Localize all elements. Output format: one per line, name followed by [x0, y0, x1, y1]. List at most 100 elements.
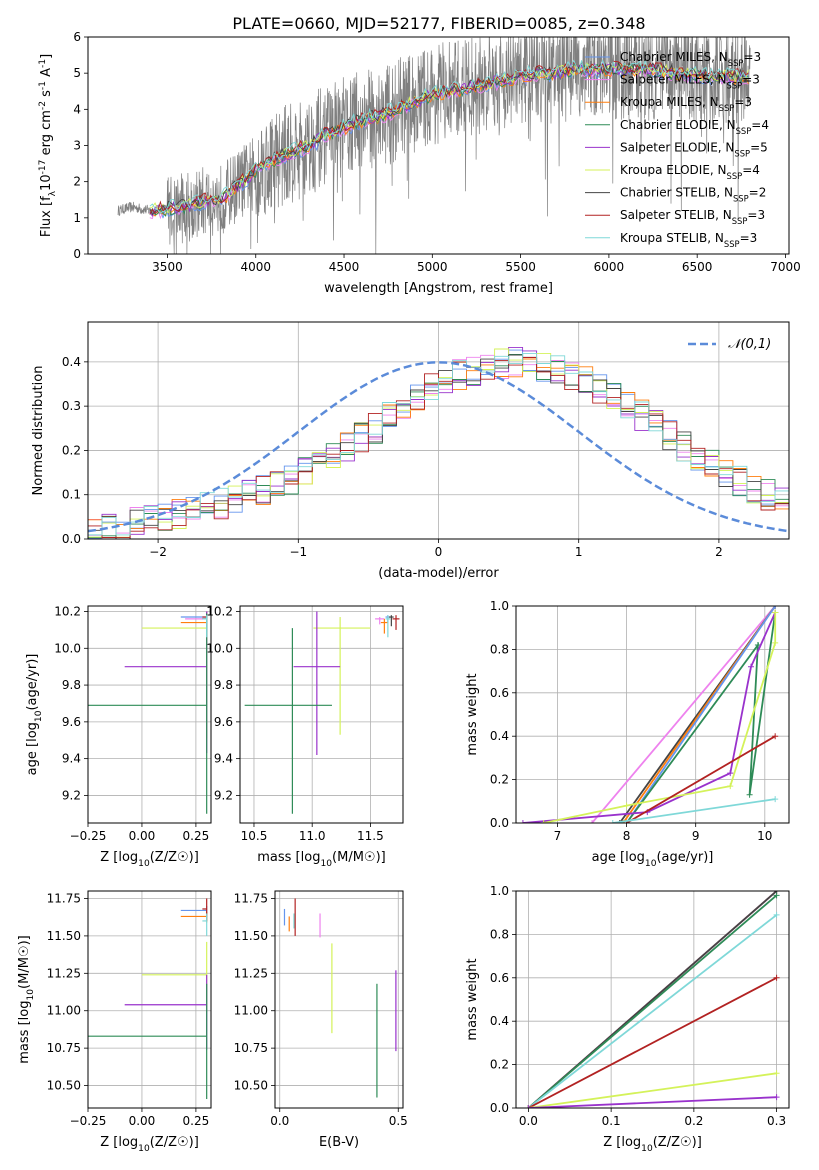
mass_vs_Z-panel: −0.25 0.00 0.25 10.50 10.75 11.00 11.25 11.50 11… [17, 890, 212, 1154]
massweight_vs_age-xtick-label: 7 [554, 829, 562, 843]
residuals-xlabel: (data-model)/error [378, 566, 499, 581]
massweight_vs_Z-point [773, 1070, 780, 1077]
massweight_vs_Z-point [773, 892, 780, 899]
mass_vs_Z-plot-area [88, 898, 208, 1100]
spectrum-ytick-label: 6 [73, 30, 81, 44]
massweight_vs_age-ytick-label: 0.0 [490, 816, 509, 830]
age_vs_Z-xtick-label: −0.25 [70, 829, 107, 843]
massweight_vs_Z-xtick-label: 0.3 [767, 1114, 786, 1128]
age_vs_mass-ytick-label: 9.6 [214, 715, 233, 729]
spectrum-legend-label: Kroupa MILES, NSSP=3 [620, 95, 752, 113]
massweight_vs_age-point [609, 820, 616, 823]
mass_vs_ebv-ytick-label: 11.25 [234, 966, 268, 980]
age_vs_mass-xtick-label: 11.0 [299, 829, 326, 843]
mass_vs_Z-xtick-label: −0.25 [70, 1114, 107, 1128]
age_vs_mass-ytick-label: 10.0 [206, 641, 233, 655]
massweight_vs_age-series-line [625, 606, 776, 823]
massweight_vs_Z-ytick-label: 1.0 [490, 884, 509, 898]
spectrum-legend-label: Salpeter STELIB, NSSP=3 [620, 208, 765, 226]
massweight_vs_age-series-line [626, 735, 776, 823]
massweight_vs_Z-ytick-label: 0.4 [490, 1014, 509, 1028]
massweight_vs_age-xtick-label: 10 [757, 829, 772, 843]
spectrum-model-line [149, 62, 749, 217]
spectrum-legend-label: Chabrier ELODIE, NSSP=4 [620, 118, 769, 136]
massweight_vs_age-point [616, 820, 623, 823]
massweight_vs_Z-point [525, 1105, 532, 1108]
age_vs_mass-frame [239, 605, 404, 824]
spectrum-frame [87, 36, 790, 255]
residuals-gaussian-line [88, 361, 789, 533]
massweight_vs_age-xtick-label: 8 [623, 829, 631, 843]
spectrum-legend-label: Chabrier STELIB, NSSP=2 [620, 186, 766, 204]
mass_vs_Z-ytick-label: 11.00 [47, 1004, 81, 1018]
massweight_vs_age-plot-area [519, 606, 779, 823]
spectrum-legend-label: Salpeter MILES, NSSP=3 [620, 73, 760, 91]
mass_vs_Z-ytick-label: 11.75 [47, 891, 81, 905]
mass_vs_Z-xtick-label: 0.25 [183, 1114, 210, 1128]
age_vs_Z-ytick-label: 9.8 [62, 678, 81, 692]
massweight_vs_Z-ylabel: mass weight [465, 958, 480, 1040]
age_vs_Z-ytick-label: 9.4 [62, 752, 81, 766]
massweight_vs_age-point [772, 639, 779, 646]
massweight_vs_age-frame [515, 605, 790, 824]
mass_vs_ebv-panel: 0.0 0.5 10.50 10.75 11.00 11.25 11.50 11.75 E(B-… [234, 890, 408, 1150]
massweight_vs_Z-plot-area [525, 891, 780, 1108]
age_vs_Z-ytick-label: 9.2 [62, 788, 81, 802]
massweight_vs_age-ylabel: mass weight [465, 673, 480, 755]
age_vs_mass-ytick-label: 9.4 [214, 752, 233, 766]
spectrum-xlabel: wavelength [Angstrom, rest frame] [324, 281, 553, 296]
massweight_vs_Z-series-line [528, 1072, 777, 1108]
massweight_vs_age-ytick-label: 0.2 [490, 773, 509, 787]
residuals-ytick-label: 0.3 [62, 399, 81, 413]
spectrum-model-line [149, 58, 749, 214]
spectrum-ytick-label: 5 [73, 66, 81, 80]
mass_vs_ebv-frame [274, 890, 404, 1109]
massweight_vs_Z-panel: 0.0 0.1 0.2 0.3 0.0 0.2 0.4 0.6 0.8 1.0 Z [log10(Z… [465, 884, 790, 1154]
mass_vs_ebv-xtick-label: 0.5 [389, 1114, 408, 1128]
residuals-plot-area [88, 346, 789, 539]
age_vs_Z-ytick-label: 10.0 [54, 641, 81, 655]
age_vs_Z-panel: −0.25 0.00 0.25 9.2 9.4 9.6 9.8 10.0 10.2 Z [log1… [25, 605, 212, 869]
residuals-hist-line [88, 357, 789, 539]
massweight_vs_Z-point [773, 911, 780, 918]
spectrum-xtick-label: 4000 [240, 260, 271, 274]
massweight_vs_age-point [540, 820, 547, 823]
spectrum-ytick-label: 2 [73, 175, 81, 189]
massweight_vs_age-point [772, 796, 779, 803]
mass_vs_ebv-xtick-label: 0.0 [270, 1114, 289, 1128]
spectrum-panel: 3500 4000 4500 5000 5500 6000 6500 7000 0 1 2 3 4 5 6 w… [38, 30, 801, 296]
spectrum-ytick-label: 1 [73, 211, 81, 225]
massweight_vs_age-xtick-label: 9 [692, 829, 700, 843]
age_vs_mass-ytick-label: 9.8 [214, 678, 233, 692]
massweight_vs_age-panel: 7 8 9 10 0.0 0.2 0.4 0.6 0.8 1.0 age [log10(age/yr… [465, 599, 790, 869]
massweight_vs_Z-series-line [527, 894, 778, 1108]
residuals-panel: −2 −1 0 1 2 0.0 0.1 0.2 0.3 0.4 (data-model)/error… [31, 321, 790, 581]
spectrum-legend-label: Salpeter ELODIE, NSSP=5 [620, 140, 768, 158]
mass_vs_ebv-ytick-label: 10.50 [234, 1079, 268, 1093]
massweight_vs_age-point [519, 820, 526, 823]
massweight_vs_Z-xtick-label: 0.2 [684, 1114, 703, 1128]
mass_vs_Z-xlabel: Z [log10(Z/Z☉)] [100, 1135, 199, 1154]
massweight_vs_Z-xtick-label: 0.1 [602, 1114, 621, 1128]
mass_vs_ebv-ytick-label: 11.50 [234, 929, 268, 943]
massweight_vs_age-point [727, 770, 734, 777]
massweight_vs_Z-xlabel: Z [log10(Z/Z☉)] [603, 1135, 702, 1154]
massweight_vs_Z-series-line [528, 1096, 777, 1108]
massweight_vs_age-point [772, 606, 779, 609]
mass_vs_Z-ytick-label: 10.75 [47, 1041, 81, 1055]
massweight_vs_age-series-line [591, 606, 776, 823]
spectrum-ytick-label: 3 [73, 139, 81, 153]
massweight_vs_age-ytick-label: 0.8 [490, 642, 509, 656]
spectrum-ytick-label: 0 [73, 247, 81, 261]
mass_vs_Z-ytick-label: 11.50 [47, 929, 81, 943]
spectrum-legend-label: Kroupa STELIB, NSSP=3 [620, 231, 757, 249]
mass_vs_Z-xtick-label: 0.00 [129, 1114, 156, 1128]
massweight_vs_age-ytick-label: 1.0 [490, 599, 509, 613]
massweight_vs_Z-series-line [527, 977, 778, 1108]
spectrum-legend-label: Kroupa ELODIE, NSSP=4 [620, 163, 760, 181]
age_vs_mass-panel: 10.5 11.0 11.5 9.2 9.4 9.6 9.8 10.0 10.2 mass [lo… [206, 605, 404, 869]
spectrum-model-line [149, 64, 749, 220]
massweight_vs_age-point [772, 609, 779, 616]
mass_vs_ebv-plot-area [283, 898, 397, 1098]
